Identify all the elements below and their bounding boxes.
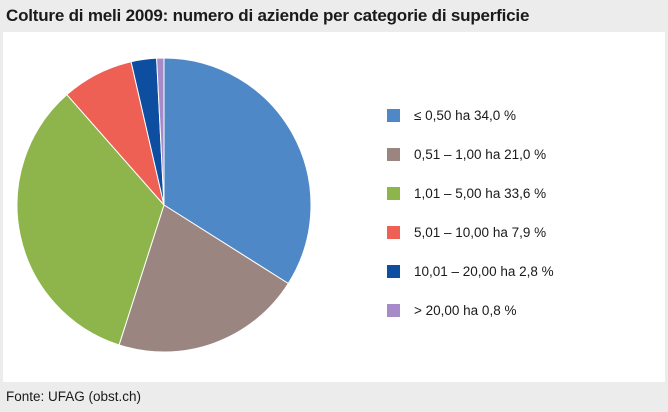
- legend-swatch: [387, 304, 400, 317]
- source-note: Fonte: UFAG (obst.ch): [6, 389, 142, 404]
- legend-swatch: [387, 109, 400, 122]
- legend-label: ≤ 0,50 ha 34,0 %: [414, 108, 516, 123]
- legend-swatch: [387, 148, 400, 161]
- legend-item: 1,01 – 5,00 ha 33,6 %: [387, 174, 647, 213]
- legend-item: 0,51 – 1,00 ha 21,0 %: [387, 135, 647, 174]
- pie-slice: [118, 204, 289, 353]
- plot-area: ≤ 0,50 ha 34,0 % 0,51 – 1,00 ha 21,0 % 1…: [3, 32, 665, 382]
- legend-item: > 20,00 ha 0,8 %: [387, 291, 647, 330]
- legend: ≤ 0,50 ha 34,0 % 0,51 – 1,00 ha 21,0 % 1…: [387, 96, 647, 330]
- pie-slice: [16, 93, 165, 346]
- legend-label: 10,01 – 20,00 ha 2,8 %: [414, 264, 554, 279]
- pie-chart: [16, 57, 312, 353]
- pie-slice: [163, 57, 312, 285]
- legend-label: 1,01 – 5,00 ha 33,6 %: [414, 186, 547, 201]
- legend-label: > 20,00 ha 0,8 %: [414, 303, 517, 318]
- legend-label: 0,51 – 1,00 ha 21,0 %: [414, 147, 547, 162]
- legend-swatch: [387, 226, 400, 239]
- legend-item: 5,01 – 10,00 ha 7,9 %: [387, 213, 647, 252]
- chart-title: Colture di meli 2009: numero di aziende …: [6, 6, 530, 25]
- legend-item: 10,01 – 20,00 ha 2,8 %: [387, 252, 647, 291]
- legend-item: ≤ 0,50 ha 34,0 %: [387, 96, 647, 135]
- pie-slice: [156, 57, 165, 206]
- legend-swatch: [387, 187, 400, 200]
- legend-label: 5,01 – 10,00 ha 7,9 %: [414, 225, 547, 240]
- legend-swatch: [387, 265, 400, 278]
